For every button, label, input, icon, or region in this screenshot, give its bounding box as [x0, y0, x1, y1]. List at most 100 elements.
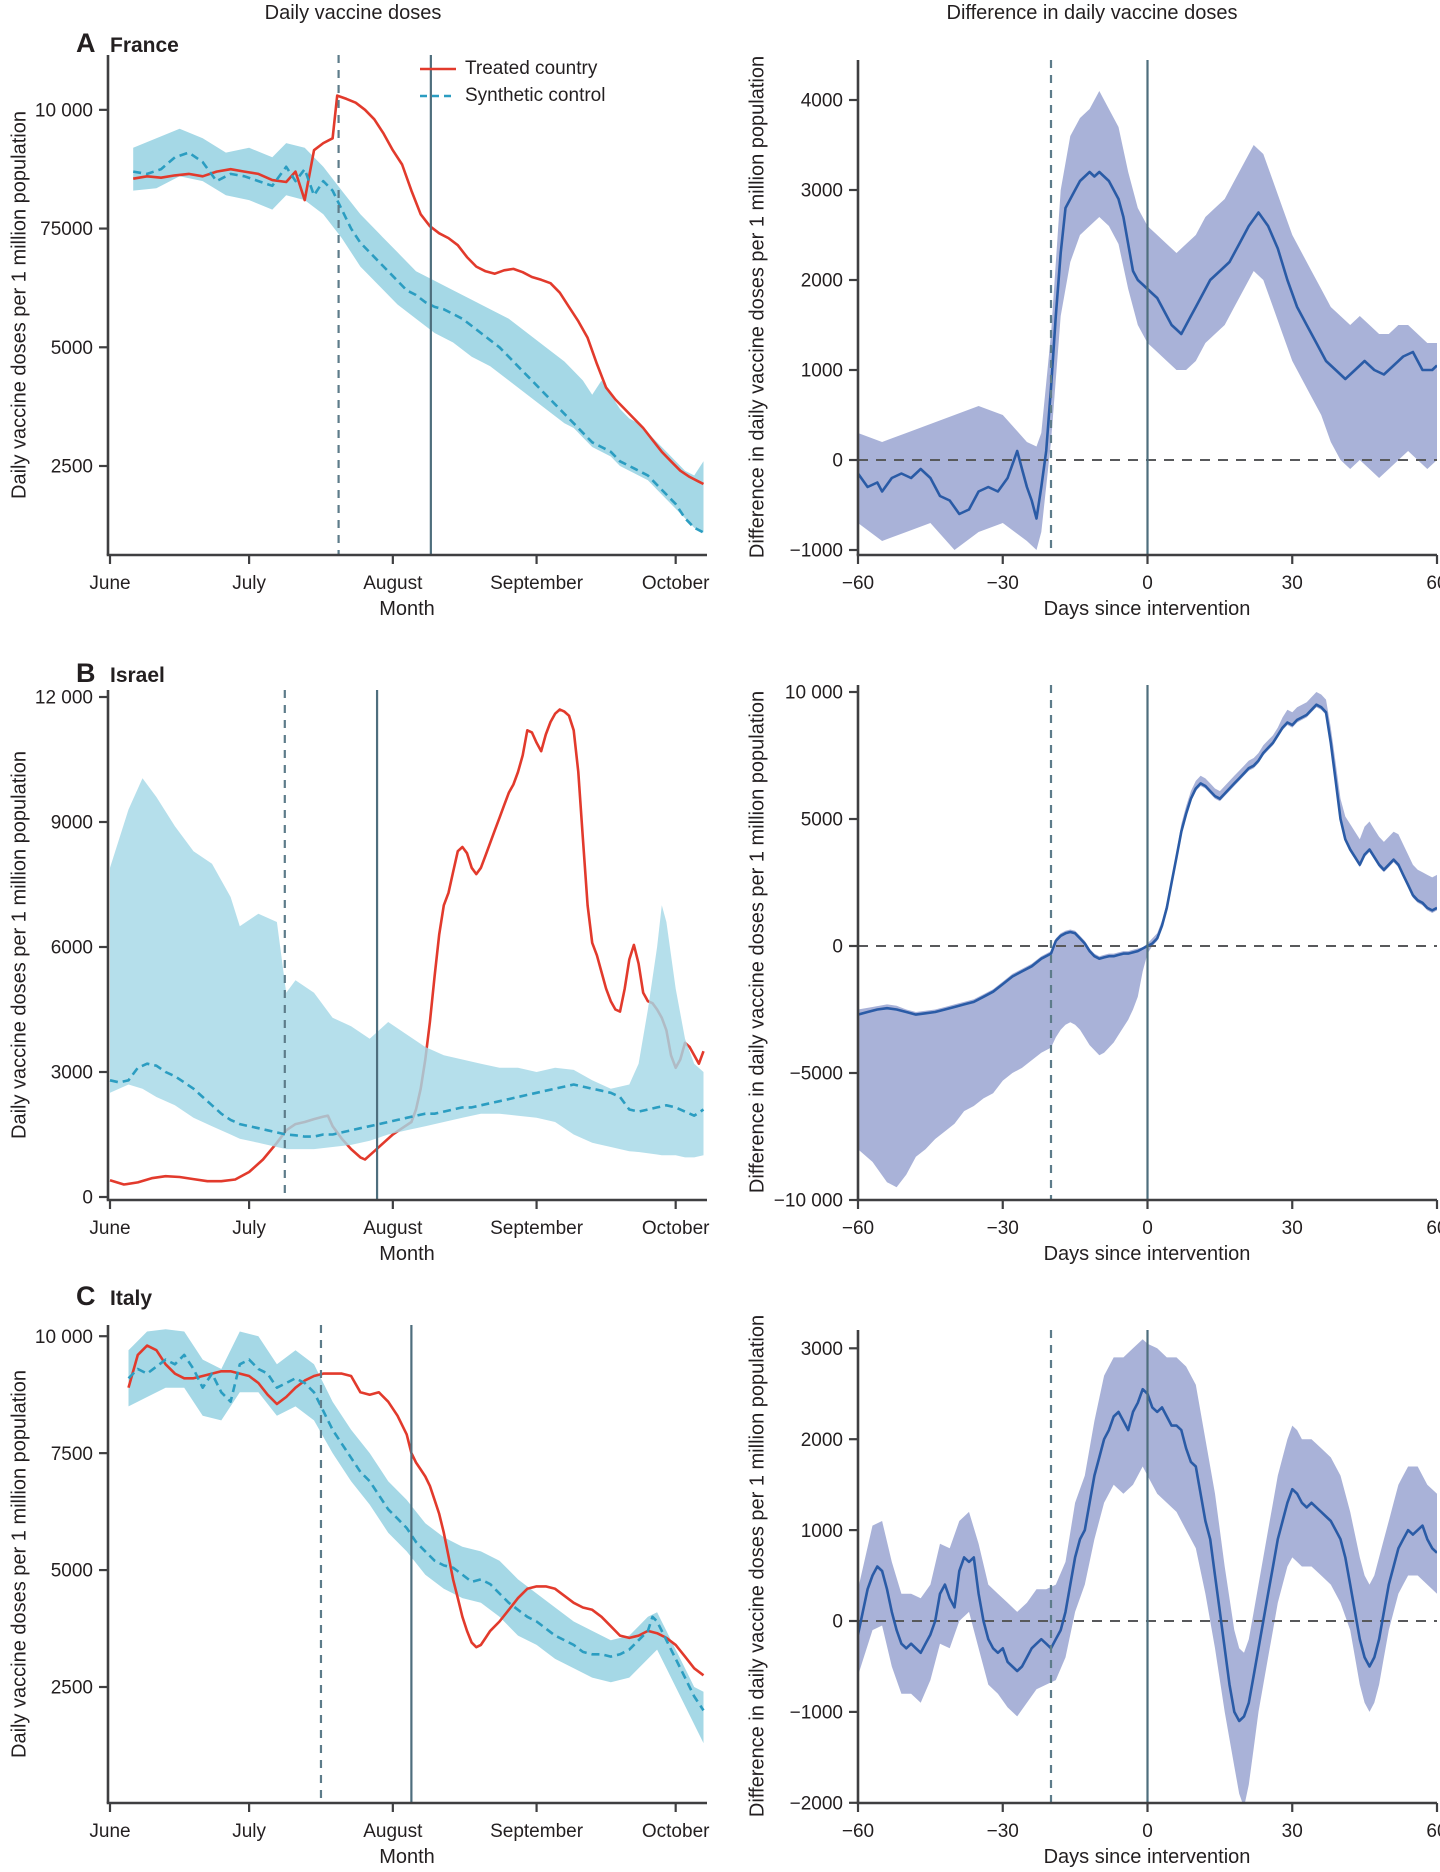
- y-tick-label-france-right: 3000: [801, 181, 843, 202]
- x-tick-label-israel-right: 30: [1282, 1218, 1303, 1239]
- legend-label-treated: Treated country: [465, 57, 598, 79]
- y-tick-label-italy-left: 2500: [51, 1678, 93, 1699]
- panel-country-israel: Israel: [110, 664, 165, 687]
- y-tick-label-israel-right: 10 000: [785, 683, 843, 704]
- y-axis-title-right-c: Difference in daily vaccine doses per 1 …: [746, 1314, 769, 1818]
- x-tick-label-france-right: −60: [842, 573, 874, 594]
- panel-letter-a: A: [76, 28, 96, 58]
- x-tick-label-france-left: July: [232, 573, 266, 594]
- x-tick-label-israel-right: 60: [1426, 1218, 1440, 1239]
- chart-israel-left: 0 3000 6000 9000 12 000 June July August Septemb…: [35, 688, 710, 1239]
- legend-label-synthetic: Synthetic control: [465, 84, 606, 106]
- chart-france-left: 2500 5000 75000 10 000 June July August Septemb…: [35, 55, 710, 594]
- column-title-left: Daily vaccine doses: [264, 2, 442, 24]
- y-tick-label-israel-left: 12 000: [35, 688, 93, 709]
- y-tick-label-israel-right: −10 000: [774, 1191, 843, 1212]
- x-tick-label-france-left: September: [490, 573, 584, 594]
- y-tick-label-israel-left: 6000: [51, 938, 93, 959]
- y-tick-label-france-left: 5000: [51, 338, 93, 359]
- x-tick-label-italy-right: 0: [1142, 1821, 1153, 1842]
- legend-item-treated: Treated country: [420, 55, 605, 82]
- y-tick-label-france-right: 1000: [801, 361, 843, 382]
- plot-area-france-left: [132, 94, 705, 534]
- treated-line-sample-icon: [420, 67, 456, 70]
- y-tick-label-france-right: 4000: [801, 91, 843, 112]
- y-tick-label-france-left: 2500: [51, 457, 93, 478]
- x-axis-title-days-b: Days since intervention: [1043, 1243, 1251, 1265]
- confidence-band-israel-right: [858, 692, 1437, 1188]
- y-tick-label-france-right: −1000: [790, 541, 843, 562]
- treated-line-france: [132, 94, 705, 486]
- x-tick-label-israel-right: −30: [987, 1218, 1019, 1239]
- panel-letter-c: C: [76, 1281, 96, 1311]
- x-tick-label-israel-left: June: [89, 1218, 130, 1239]
- y-tick-label-france-right: 0: [832, 451, 843, 472]
- x-tick-label-italy-right: 30: [1282, 1821, 1303, 1842]
- x-axis-title-days-c: Days since intervention: [1043, 1846, 1251, 1868]
- x-tick-label-italy-left: October: [642, 1821, 710, 1842]
- x-tick-label-france-left: October: [642, 573, 710, 594]
- panel-letter-b: B: [76, 658, 96, 688]
- chart-italy-right: −2000 −1000 0 1000 2000 3000 −60 −30 0 30 60: [790, 1330, 1440, 1842]
- x-tick-label-italy-right: −60: [842, 1821, 874, 1842]
- y-tick-label-italy-right: 1000: [801, 1521, 843, 1542]
- synthetic-line-sample-icon: [420, 94, 456, 97]
- x-tick-label-italy-left: June: [89, 1821, 130, 1842]
- column-title-right: Difference in daily vaccine doses: [946, 2, 1238, 24]
- x-tick-label-france-left: June: [89, 573, 130, 594]
- x-tick-label-france-right: 60: [1426, 573, 1440, 594]
- x-tick-label-israel-left: October: [642, 1218, 710, 1239]
- y-axis-title-left-b: Daily vaccine doses per 1 million popula…: [8, 751, 31, 1139]
- x-tick-label-israel-right: 0: [1142, 1218, 1153, 1239]
- y-axis-title-left-a: Daily vaccine doses per 1 million popula…: [8, 111, 31, 499]
- confidence-band-italy-left: [128, 1329, 704, 1744]
- x-axis-title-month-a: Month: [379, 598, 435, 620]
- synthetic-line-italy: [127, 1353, 705, 1712]
- x-tick-label-france-right: 0: [1142, 573, 1153, 594]
- y-tick-label-israel-left: 9000: [51, 813, 93, 834]
- legend-item-synthetic: Synthetic control: [420, 82, 605, 109]
- chart-france-right: −1000 0 1000 2000 3000 4000 −60 −30 0 30 60: [790, 60, 1440, 594]
- x-axis-title-month-c: Month: [379, 1846, 435, 1868]
- y-tick-label-israel-right: 5000: [801, 810, 843, 831]
- confidence-band-israel-left: [110, 778, 704, 1158]
- confidence-band-france-left: [133, 128, 704, 533]
- x-tick-label-israel-right: −60: [842, 1218, 874, 1239]
- y-tick-label-italy-left: 7500: [51, 1444, 93, 1465]
- chart-italy-left: 2500 5000 7500 10 000 June July August Septembe…: [35, 1325, 710, 1842]
- x-tick-label-france-right: −30: [987, 573, 1019, 594]
- y-tick-label-france-left: 75000: [40, 219, 93, 240]
- x-tick-label-israel-left: September: [490, 1218, 584, 1239]
- panel-country-france: France: [110, 34, 179, 57]
- y-tick-label-france-right: 2000: [801, 271, 843, 292]
- y-tick-label-italy-left: 10 000: [35, 1327, 93, 1348]
- x-axis-title-month-b: Month: [379, 1243, 435, 1265]
- y-tick-label-italy-left: 5000: [51, 1561, 93, 1582]
- y-tick-label-israel-left: 3000: [51, 1063, 93, 1084]
- x-tick-label-italy-right: 60: [1426, 1821, 1440, 1842]
- plot-area-italy-left: [127, 1329, 705, 1744]
- difference-line-israel: [858, 703, 1437, 1016]
- x-tick-label-italy-right: −30: [987, 1821, 1019, 1842]
- x-tick-label-israel-left: August: [363, 1218, 423, 1239]
- x-tick-label-france-right: 30: [1282, 573, 1303, 594]
- difference-line-france: [858, 170, 1437, 520]
- synthetic-line-israel: [109, 1062, 705, 1138]
- y-axis-title-left-c: Daily vaccine doses per 1 million popula…: [8, 1370, 31, 1758]
- x-tick-label-italy-left: July: [232, 1821, 266, 1842]
- y-tick-label-italy-right: 2000: [801, 1430, 843, 1451]
- y-tick-label-italy-right: −2000: [790, 1793, 843, 1814]
- y-tick-label-israel-right: −5000: [790, 1064, 843, 1085]
- y-axis-title-right-a: Difference in daily vaccine doses per 1 …: [746, 55, 769, 559]
- y-axis-title-right-b: Difference in daily vaccine doses per 1 …: [746, 690, 769, 1194]
- panel-country-italy: Italy: [110, 1287, 153, 1310]
- synthetic-line-france: [132, 151, 705, 534]
- confidence-band-italy-right: [858, 1339, 1437, 1803]
- y-tick-label-italy-right: 0: [832, 1612, 843, 1633]
- x-tick-label-italy-left: September: [490, 1821, 584, 1842]
- x-tick-label-france-left: August: [363, 573, 423, 594]
- y-tick-label-france-left: 10 000: [35, 100, 93, 121]
- legend: Treated country Synthetic control: [420, 55, 605, 109]
